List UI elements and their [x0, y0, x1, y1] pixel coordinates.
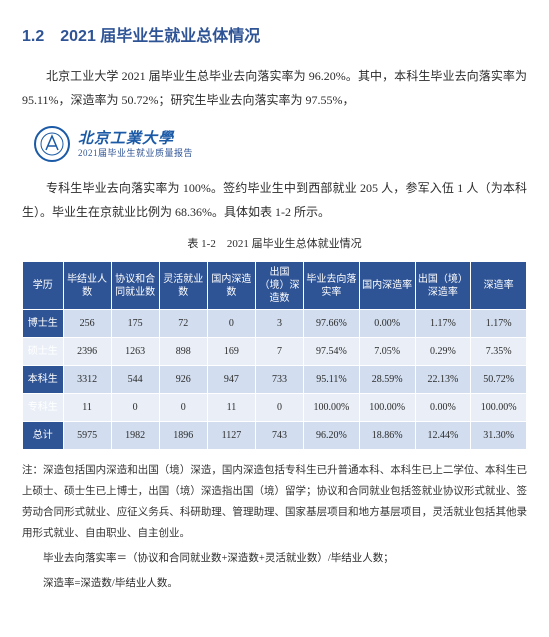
table-cell: 0.29% [415, 338, 471, 366]
table-cell: 3 [255, 310, 303, 338]
employment-table: 学历 毕结业人数 协议和合同就业数 灵活就业数 国内深造数 出国（境）深造数 毕… [22, 261, 527, 450]
table-cell: 31.30% [471, 422, 527, 450]
th-domestic-study: 国内深造数 [207, 262, 255, 310]
table-cell: 0 [207, 310, 255, 338]
table-cell: 97.66% [304, 310, 360, 338]
table-cell: 0 [111, 394, 159, 422]
table-cell: 544 [111, 366, 159, 394]
row-label: 总计 [23, 422, 64, 450]
th-placement-rate: 毕业去向落实率 [304, 262, 360, 310]
row-label: 专科生 [23, 394, 64, 422]
row-label: 博士生 [23, 310, 64, 338]
table-cell: 72 [159, 310, 207, 338]
table-cell: 743 [255, 422, 303, 450]
report-subtitle: 2021届毕业生就业质量报告 [78, 148, 193, 159]
table-cell: 18.86% [359, 422, 415, 450]
table-cell: 7.35% [471, 338, 527, 366]
university-logo-block: 北京工業大學 2021届毕业生就业质量报告 [34, 126, 527, 162]
table-cell: 22.13% [415, 366, 471, 394]
table-cell: 95.11% [304, 366, 360, 394]
table-cell: 1263 [111, 338, 159, 366]
table-cell: 3312 [63, 366, 111, 394]
table-cell: 7.05% [359, 338, 415, 366]
footnote-block: 注：深造包括国内深造和出国（境）深造，国内深造包括专科生已升普通本科、本科生已上… [22, 460, 527, 544]
th-grad-count: 毕结业人数 [63, 262, 111, 310]
table-row: 本科生331254492694773395.11%28.59%22.13%50.… [23, 366, 527, 394]
table-cell: 5975 [63, 422, 111, 450]
table-cell: 11 [63, 394, 111, 422]
table-cell: 175 [111, 310, 159, 338]
table-cell: 100.00% [359, 394, 415, 422]
university-seal-icon [34, 126, 70, 162]
table-cell: 11 [207, 394, 255, 422]
university-name: 北京工業大學 [78, 130, 193, 148]
table-cell: 1896 [159, 422, 207, 450]
th-study-rate: 深造率 [471, 262, 527, 310]
table-cell: 7 [255, 338, 303, 366]
table-caption: 表 1-2 2021 届毕业生总体就业情况 [22, 234, 527, 255]
section-heading: 1.2 2021 届毕业生就业总体情况 [22, 22, 527, 52]
th-abroad-study: 出国（境）深造数 [255, 262, 303, 310]
row-label: 本科生 [23, 366, 64, 394]
table-body: 博士生256175720397.66%0.00%1.17%1.17%硕士生239… [23, 310, 527, 450]
formula-1: 毕业去向落实率＝（协议和合同就业数+深造数+灵活就业数）/毕结业人数； [22, 548, 527, 569]
table-cell: 97.54% [304, 338, 360, 366]
row-label: 硕士生 [23, 338, 64, 366]
th-flex: 灵活就业数 [159, 262, 207, 310]
table-cell: 12.44% [415, 422, 471, 450]
paragraph-1: 北京工业大学 2021 届毕业生总毕业去向落实率为 96.20%。其中，本科生毕… [22, 64, 527, 112]
table-cell: 256 [63, 310, 111, 338]
th-domestic-rate: 国内深造率 [359, 262, 415, 310]
th-abroad-rate: 出国（境）深造率 [415, 262, 471, 310]
table-cell: 2396 [63, 338, 111, 366]
table-cell: 96.20% [304, 422, 360, 450]
table-cell: 1982 [111, 422, 159, 450]
table-cell: 100.00% [304, 394, 360, 422]
footnote-text: 注：深造包括国内深造和出国（境）深造，国内深造包括专科生已升普通本科、本科生已上… [22, 465, 527, 539]
table-cell: 0 [255, 394, 303, 422]
table-cell: 28.59% [359, 366, 415, 394]
th-contract: 协议和合同就业数 [111, 262, 159, 310]
table-cell: 926 [159, 366, 207, 394]
table-cell: 733 [255, 366, 303, 394]
table-header-row: 学历 毕结业人数 协议和合同就业数 灵活就业数 国内深造数 出国（境）深造数 毕… [23, 262, 527, 310]
table-cell: 50.72% [471, 366, 527, 394]
table-cell: 0.00% [415, 394, 471, 422]
table-row: 博士生256175720397.66%0.00%1.17%1.17% [23, 310, 527, 338]
paragraph-2: 专科生毕业去向落实率为 100%。签约毕业生中到西部就业 205 人，参军入伍 … [22, 176, 527, 224]
formula-2: 深造率=深造数/毕结业人数。 [22, 573, 527, 594]
th-degree: 学历 [23, 262, 64, 310]
table-cell: 1127 [207, 422, 255, 450]
table-row: 专科生1100110100.00%100.00%0.00%100.00% [23, 394, 527, 422]
table-cell: 100.00% [471, 394, 527, 422]
table-cell: 0 [159, 394, 207, 422]
table-cell: 898 [159, 338, 207, 366]
table-cell: 1.17% [415, 310, 471, 338]
table-cell: 0.00% [359, 310, 415, 338]
table-cell: 1.17% [471, 310, 527, 338]
table-cell: 947 [207, 366, 255, 394]
table-row: 总计597519821896112774396.20%18.86%12.44%3… [23, 422, 527, 450]
table-row: 硕士生23961263898169797.54%7.05%0.29%7.35% [23, 338, 527, 366]
table-cell: 169 [207, 338, 255, 366]
